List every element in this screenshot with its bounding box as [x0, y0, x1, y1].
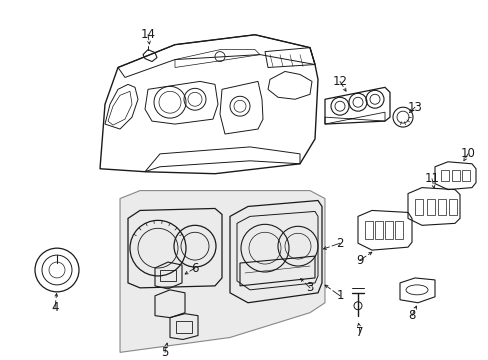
Text: 5: 5: [161, 346, 168, 359]
Polygon shape: [120, 190, 325, 352]
Bar: [448, 198, 456, 215]
Bar: [440, 170, 448, 181]
Bar: [461, 170, 469, 181]
Bar: [437, 198, 445, 215]
Bar: [384, 221, 392, 239]
Text: 14: 14: [140, 28, 155, 41]
Bar: [451, 170, 459, 181]
Text: 11: 11: [424, 172, 439, 185]
Text: 9: 9: [356, 253, 363, 266]
Text: 10: 10: [460, 147, 474, 160]
Text: 4: 4: [51, 301, 59, 314]
Bar: [414, 198, 422, 215]
Bar: [426, 198, 434, 215]
Bar: [176, 321, 192, 333]
Text: 6: 6: [191, 261, 198, 275]
Bar: [160, 270, 176, 281]
Text: 7: 7: [356, 326, 363, 339]
Text: 13: 13: [407, 101, 422, 114]
Text: 3: 3: [305, 282, 313, 294]
Text: 2: 2: [336, 237, 343, 250]
Bar: [364, 221, 372, 239]
Bar: [394, 221, 402, 239]
Bar: [374, 221, 382, 239]
Text: 1: 1: [336, 289, 343, 302]
Text: 8: 8: [407, 309, 415, 322]
Text: 12: 12: [332, 75, 347, 88]
